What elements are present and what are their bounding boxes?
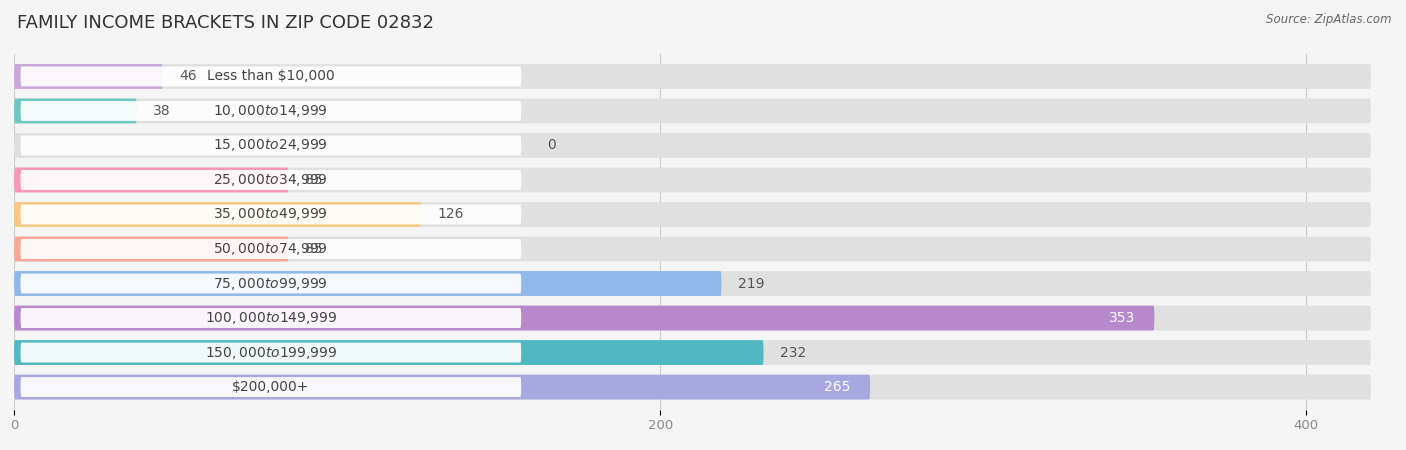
Text: $35,000 to $49,999: $35,000 to $49,999 bbox=[214, 207, 328, 222]
FancyBboxPatch shape bbox=[21, 67, 522, 86]
FancyBboxPatch shape bbox=[14, 271, 721, 296]
FancyBboxPatch shape bbox=[14, 202, 1371, 227]
FancyBboxPatch shape bbox=[21, 342, 522, 363]
FancyBboxPatch shape bbox=[14, 167, 1371, 193]
FancyBboxPatch shape bbox=[21, 135, 522, 155]
FancyBboxPatch shape bbox=[14, 375, 1371, 400]
Text: Source: ZipAtlas.com: Source: ZipAtlas.com bbox=[1267, 14, 1392, 27]
FancyBboxPatch shape bbox=[21, 101, 522, 121]
Text: 0: 0 bbox=[547, 139, 555, 153]
Text: $75,000 to $99,999: $75,000 to $99,999 bbox=[214, 275, 328, 292]
Text: $10,000 to $14,999: $10,000 to $14,999 bbox=[214, 103, 328, 119]
FancyBboxPatch shape bbox=[14, 64, 163, 89]
Text: $200,000+: $200,000+ bbox=[232, 380, 309, 394]
Text: FAMILY INCOME BRACKETS IN ZIP CODE 02832: FAMILY INCOME BRACKETS IN ZIP CODE 02832 bbox=[17, 14, 434, 32]
FancyBboxPatch shape bbox=[14, 133, 1371, 158]
Text: $15,000 to $24,999: $15,000 to $24,999 bbox=[214, 137, 328, 153]
Text: $100,000 to $149,999: $100,000 to $149,999 bbox=[205, 310, 337, 326]
Text: Less than $10,000: Less than $10,000 bbox=[207, 69, 335, 83]
Text: 265: 265 bbox=[824, 380, 851, 394]
FancyBboxPatch shape bbox=[14, 237, 288, 261]
FancyBboxPatch shape bbox=[14, 340, 763, 365]
FancyBboxPatch shape bbox=[21, 205, 522, 225]
FancyBboxPatch shape bbox=[21, 308, 522, 328]
FancyBboxPatch shape bbox=[21, 274, 522, 293]
Text: $25,000 to $34,999: $25,000 to $34,999 bbox=[214, 172, 328, 188]
FancyBboxPatch shape bbox=[14, 237, 1371, 261]
FancyBboxPatch shape bbox=[14, 202, 422, 227]
FancyBboxPatch shape bbox=[14, 340, 1371, 365]
FancyBboxPatch shape bbox=[14, 306, 1371, 330]
Text: 219: 219 bbox=[738, 276, 765, 291]
FancyBboxPatch shape bbox=[14, 271, 1371, 296]
FancyBboxPatch shape bbox=[21, 239, 522, 259]
Text: 353: 353 bbox=[1109, 311, 1135, 325]
Text: 85: 85 bbox=[305, 173, 322, 187]
Text: $150,000 to $199,999: $150,000 to $199,999 bbox=[205, 345, 337, 360]
FancyBboxPatch shape bbox=[21, 170, 522, 190]
Text: 85: 85 bbox=[305, 242, 322, 256]
FancyBboxPatch shape bbox=[21, 377, 522, 397]
FancyBboxPatch shape bbox=[14, 99, 136, 123]
FancyBboxPatch shape bbox=[14, 99, 1371, 123]
FancyBboxPatch shape bbox=[14, 167, 288, 193]
Text: $50,000 to $74,999: $50,000 to $74,999 bbox=[214, 241, 328, 257]
Text: 38: 38 bbox=[153, 104, 170, 118]
FancyBboxPatch shape bbox=[14, 306, 1154, 330]
Text: 46: 46 bbox=[179, 69, 197, 83]
FancyBboxPatch shape bbox=[14, 64, 1371, 89]
Text: 232: 232 bbox=[780, 346, 806, 360]
Text: 126: 126 bbox=[437, 207, 464, 221]
FancyBboxPatch shape bbox=[14, 375, 870, 400]
